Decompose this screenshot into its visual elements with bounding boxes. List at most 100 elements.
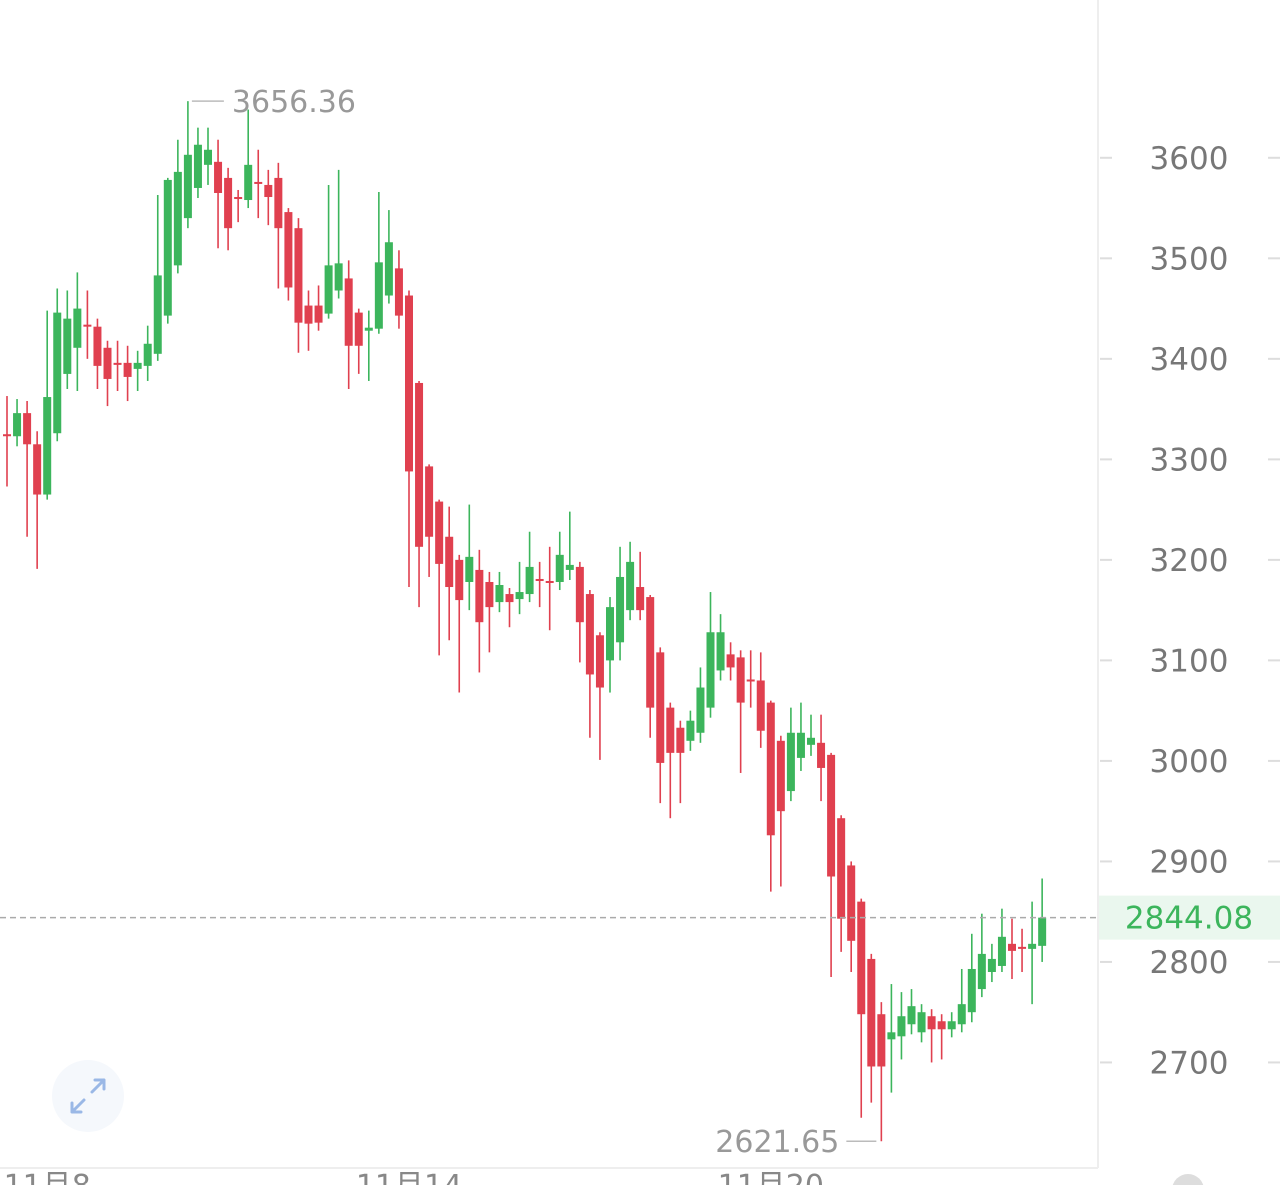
candle-body — [214, 161, 223, 193]
candle-body — [1028, 943, 1037, 949]
candle-body — [706, 632, 715, 708]
candle-body — [344, 278, 353, 346]
candle-body — [686, 720, 695, 741]
candle-body — [374, 262, 383, 329]
candle-body — [264, 184, 273, 198]
candle-body — [857, 901, 866, 1015]
candle-body — [716, 632, 725, 671]
min-label: 2621.65 — [715, 1125, 839, 1160]
candle-body — [947, 1021, 956, 1030]
candle-body — [93, 326, 102, 366]
candle-body — [535, 578, 544, 581]
candle-body — [43, 397, 52, 495]
y-tick-label: 3100 — [1150, 643, 1229, 679]
candle-body — [274, 177, 283, 229]
candle-body — [555, 554, 564, 582]
candle-body — [103, 347, 112, 379]
max-label: 3656.36 — [232, 85, 356, 120]
last-price-label: 2844.08 — [1125, 901, 1253, 937]
candle-body — [1038, 917, 1047, 946]
candle-body — [957, 1004, 966, 1025]
candle-body — [696, 687, 705, 733]
candle-body — [63, 318, 72, 374]
candle-body — [425, 466, 434, 537]
candle-body — [314, 305, 323, 323]
candle-body — [776, 740, 785, 812]
candle-body — [585, 594, 594, 675]
expand-button[interactable] — [52, 1060, 124, 1132]
candle-body — [786, 732, 795, 792]
candle-body — [415, 382, 424, 547]
candle-body — [224, 177, 233, 229]
candle-body — [987, 958, 996, 972]
scroll-handle[interactable] — [1172, 1174, 1204, 1185]
candle-body — [606, 607, 614, 661]
candle-body — [304, 305, 313, 324]
candle-body — [83, 324, 92, 327]
candle-body — [475, 569, 484, 623]
y-tick-label: 3300 — [1150, 442, 1229, 478]
x-tick-label: 11月8 — [4, 1169, 91, 1185]
candle-body — [636, 587, 645, 611]
candle-body — [887, 1032, 896, 1040]
y-tick-label: 3500 — [1150, 241, 1229, 277]
candle-body — [515, 592, 524, 600]
candle-body — [937, 1021, 946, 1030]
candle-body — [807, 737, 815, 745]
candle-body — [183, 154, 192, 219]
candle-body — [575, 566, 584, 623]
candle-body — [334, 263, 343, 291]
candle-body — [354, 312, 363, 346]
candle-body — [796, 732, 805, 758]
candle-body — [143, 343, 152, 366]
candle-body — [817, 742, 826, 768]
candle-body — [766, 702, 775, 836]
candle-body — [113, 362, 122, 365]
candle-body — [284, 212, 293, 288]
candle-body — [173, 171, 182, 266]
candle-body — [254, 181, 263, 184]
expand-icon[interactable] — [70, 1078, 106, 1114]
y-tick-label: 2900 — [1150, 844, 1229, 880]
candle-body — [907, 1006, 916, 1025]
candle-body — [666, 707, 675, 753]
candle-body — [1018, 946, 1027, 949]
candle-body — [616, 576, 625, 643]
candle-body — [234, 197, 243, 200]
candle-body — [726, 654, 735, 668]
candle-body — [867, 958, 876, 1067]
candle-body — [455, 559, 464, 601]
candle-body — [736, 657, 745, 703]
candle-body — [626, 561, 635, 611]
candle-body — [123, 362, 132, 377]
candle-body — [545, 580, 554, 583]
candle-body — [294, 228, 303, 323]
candle-body — [384, 242, 393, 296]
candle-body — [847, 865, 856, 941]
candle-body — [405, 295, 413, 472]
candle-body — [73, 308, 82, 348]
candle-body — [3, 434, 11, 437]
candle-body — [877, 1014, 886, 1067]
y-tick-label: 3600 — [1150, 141, 1229, 177]
candle-body — [324, 265, 333, 314]
candle-body — [244, 164, 253, 201]
candle-body — [153, 275, 162, 354]
candle-body — [505, 594, 514, 603]
candle-body — [33, 444, 42, 495]
candle-body — [163, 179, 172, 316]
candle-body — [445, 536, 454, 588]
candle-body — [746, 679, 755, 682]
candle-body — [133, 362, 142, 369]
candle-body — [565, 564, 574, 570]
candle-body — [465, 556, 474, 582]
candle-body — [897, 1016, 906, 1037]
candle-body — [917, 1012, 926, 1033]
candle-body — [1008, 943, 1016, 951]
expand-button-bg[interactable] — [52, 1060, 124, 1132]
candle-body — [977, 953, 986, 990]
y-tick-label: 3400 — [1150, 342, 1229, 378]
candle-body — [927, 1016, 936, 1030]
